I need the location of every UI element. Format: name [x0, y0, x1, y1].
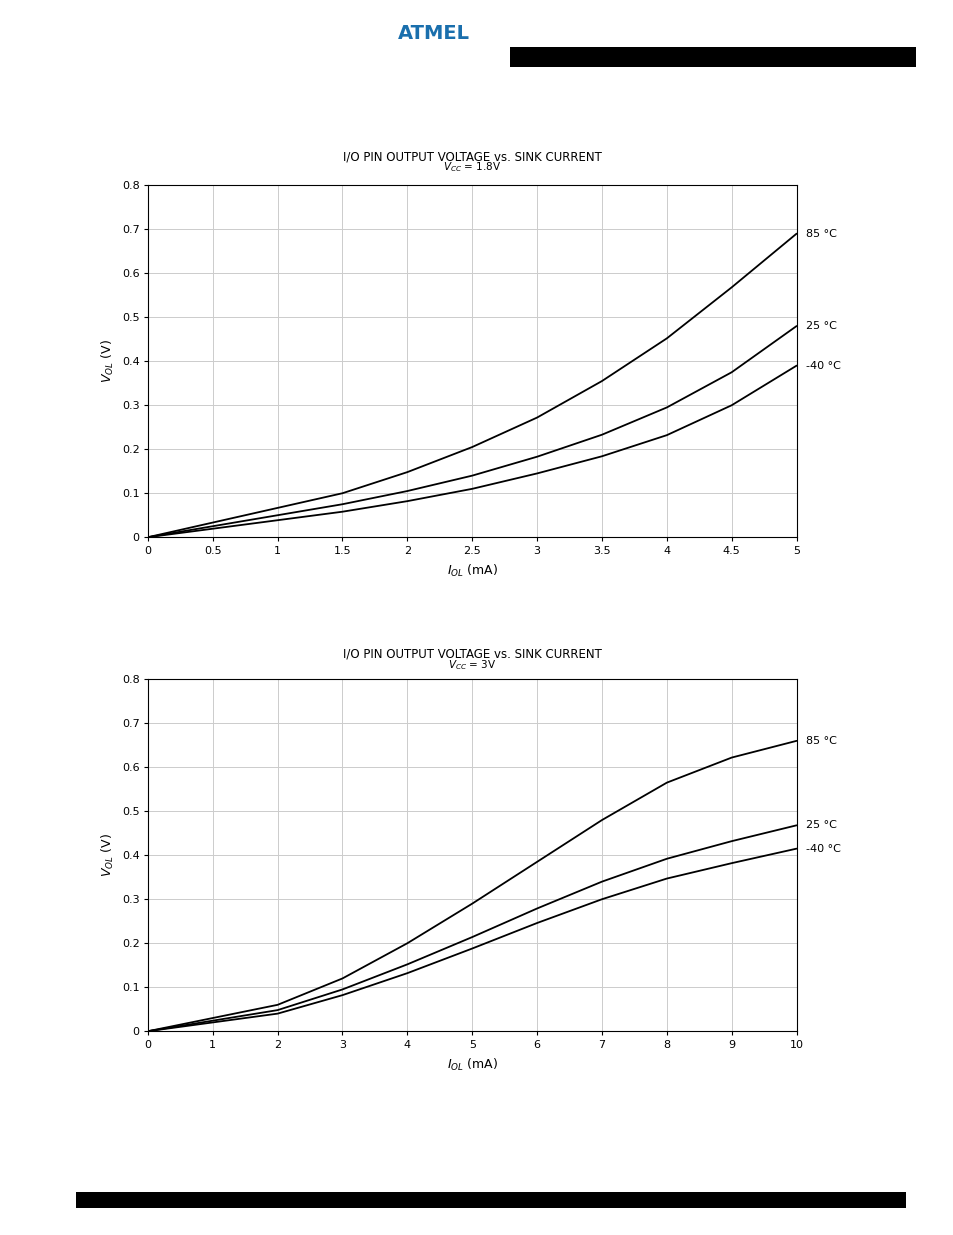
Text: I/O PIN OUTPUT VOLTAGE vs. SINK CURRENT: I/O PIN OUTPUT VOLTAGE vs. SINK CURRENT	[342, 647, 601, 661]
Y-axis label: $V_{OL}$ (V): $V_{OL}$ (V)	[100, 834, 116, 877]
Text: -40 °C: -40 °C	[805, 844, 841, 853]
X-axis label: $I_{OL}$ (mA): $I_{OL}$ (mA)	[446, 1056, 497, 1073]
Text: 25 °C: 25 °C	[805, 321, 837, 331]
Text: 85 °C: 85 °C	[805, 736, 837, 746]
Text: $V_{CC}$ = 3V: $V_{CC}$ = 3V	[448, 658, 496, 672]
Text: 85 °C: 85 °C	[805, 228, 837, 238]
X-axis label: $I_{OL}$ (mA): $I_{OL}$ (mA)	[446, 562, 497, 579]
Text: 25 °C: 25 °C	[805, 820, 837, 830]
Y-axis label: $V_{OL}$ (V): $V_{OL}$ (V)	[100, 340, 116, 383]
Text: $V_{CC}$ = 1.8V: $V_{CC}$ = 1.8V	[443, 161, 500, 174]
Text: I/O PIN OUTPUT VOLTAGE vs. SINK CURRENT: I/O PIN OUTPUT VOLTAGE vs. SINK CURRENT	[342, 149, 601, 163]
Text: -40 °C: -40 °C	[805, 361, 841, 370]
Text: ATMEL: ATMEL	[397, 23, 470, 43]
